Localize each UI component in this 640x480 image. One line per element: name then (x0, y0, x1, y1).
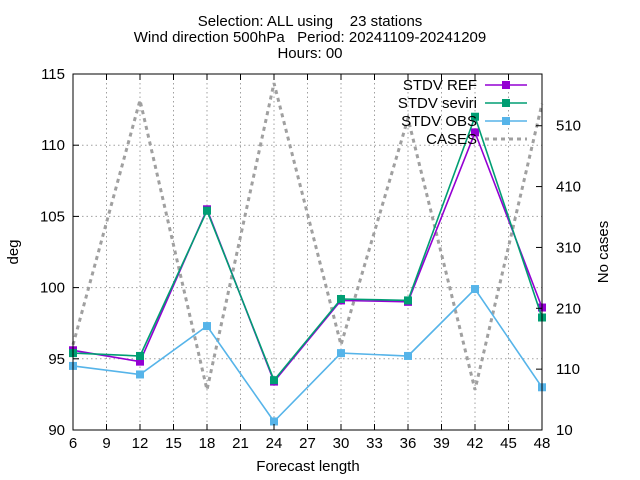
data-point-stdv-seviri (136, 351, 144, 360)
data-point-stdv-obs (270, 417, 278, 426)
y-tick-label: 105 (40, 208, 65, 225)
y-tick-label: 90 (48, 422, 65, 439)
data-point-stdv-ref (471, 128, 479, 137)
data-point-stdv-obs (404, 351, 412, 360)
legend-marker (502, 117, 510, 125)
data-point-stdv-ref (136, 357, 144, 366)
x-axis-label: Forecast length (256, 458, 359, 475)
x-tick-label: 33 (366, 435, 383, 452)
x-axis-ticks: 6 9 12 15 18 21 24 27 30 33 36 39 42 45 48 (69, 74, 551, 452)
x-tick-label: 18 (199, 435, 216, 452)
x-tick-label: 24 (266, 435, 283, 452)
legend-label: CASES (426, 131, 477, 148)
y2-axis-ticks: 10 110 210 310 410 510 (536, 118, 581, 439)
y2-tick-label: 410 (556, 179, 581, 196)
y-axis-label: deg (5, 239, 22, 264)
x-tick-label: 12 (132, 435, 149, 452)
data-point-stdv-obs (471, 285, 479, 294)
legend-label: STDV seviri (398, 95, 477, 112)
data-point-stdv-seviri (203, 206, 211, 215)
x-tick-label: 15 (165, 435, 182, 452)
legend-label: STDV REF (403, 77, 477, 94)
x-tick-label: 9 (102, 435, 110, 452)
chart-title: Selection: ALL using 23 stations Wind di… (134, 13, 486, 62)
y2-axis-label: No cases (595, 221, 612, 284)
y2-tick-label: 10 (556, 422, 573, 439)
series-layer (69, 112, 546, 426)
legend-label: STDV OBS (401, 113, 477, 130)
title-line-2: Wind direction 500hPa Period: 20241109-2… (134, 29, 486, 46)
x-tick-label: 30 (333, 435, 350, 452)
y2-tick-label: 110 (556, 361, 580, 378)
y2-tick-label: 510 (556, 118, 581, 135)
series-line-stdv-seviri (72, 114, 543, 382)
data-point-stdv-seviri (337, 294, 345, 303)
data-point-stdv-seviri (404, 296, 412, 305)
x-tick-label: 48 (534, 435, 551, 452)
x-tick-label: 42 (467, 435, 484, 452)
data-point-stdv-obs (337, 349, 345, 358)
x-tick-label: 39 (433, 435, 450, 452)
y-tick-label: 100 (40, 280, 65, 297)
y-tick-label: 110 (41, 137, 65, 154)
y2-tick-label: 310 (556, 239, 581, 256)
series-line-cases (71, 82, 544, 391)
data-point-stdv-obs (136, 370, 144, 379)
title-line-1: Selection: ALL using 23 stations (198, 13, 423, 30)
legend-marker (502, 81, 510, 89)
data-point-stdv-seviri (270, 376, 278, 385)
y-axis-ticks: 90 95 100 105 110 115 (40, 66, 79, 439)
data-point-stdv-obs (203, 322, 211, 331)
y-tick-label: 115 (41, 66, 65, 83)
y-tick-label: 95 (48, 351, 65, 368)
series-line-stdv-obs (72, 287, 543, 423)
x-tick-label: 36 (400, 435, 417, 452)
x-tick-label: 21 (232, 435, 249, 452)
title-line-3: Hours: 00 (277, 45, 342, 62)
legend-marker (502, 99, 510, 107)
data-point-stdv-seviri (471, 112, 479, 121)
x-tick-label: 27 (299, 435, 316, 452)
x-tick-label: 6 (69, 435, 77, 452)
y2-tick-label: 210 (556, 300, 581, 317)
series-line-stdv-ref (72, 130, 543, 384)
x-tick-label: 45 (500, 435, 517, 452)
cases-series-layer (71, 82, 544, 391)
